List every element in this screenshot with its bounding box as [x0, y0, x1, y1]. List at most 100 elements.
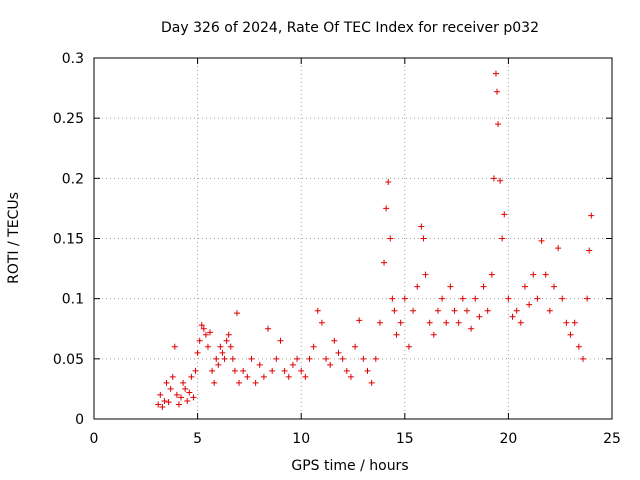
data-point	[227, 343, 234, 350]
data-point	[318, 319, 325, 326]
data-point	[260, 373, 267, 380]
data-point	[289, 361, 296, 368]
data-point	[463, 307, 470, 314]
data-point	[213, 355, 220, 362]
data-point	[277, 337, 284, 344]
data-point	[387, 235, 394, 242]
data-point	[571, 319, 578, 326]
data-point	[343, 367, 350, 374]
data-point	[155, 401, 162, 408]
chart-title: Day 326 of 2024, Rate Of TEC Index for r…	[161, 20, 539, 36]
data-point	[198, 322, 205, 329]
data-point	[517, 319, 524, 326]
data-point	[165, 399, 172, 406]
data-point	[159, 403, 166, 410]
data-point	[447, 283, 454, 290]
x-tick-label: 20	[499, 431, 517, 447]
data-point	[509, 313, 516, 320]
data-point	[588, 212, 595, 219]
data-point	[225, 331, 232, 338]
y-axis-label: ROTI / TECUs	[6, 192, 22, 284]
data-point	[501, 211, 508, 218]
y-tick-label: 0.2	[62, 171, 84, 187]
data-point	[575, 343, 582, 350]
data-point	[173, 391, 180, 398]
data-point	[494, 88, 501, 95]
data-point	[472, 295, 479, 302]
data-point	[513, 307, 520, 314]
data-point	[492, 70, 499, 77]
data-point	[273, 355, 280, 362]
data-point	[236, 379, 243, 386]
data-point	[410, 307, 417, 314]
data-point	[434, 307, 441, 314]
data-point	[439, 295, 446, 302]
data-point	[389, 295, 396, 302]
data-point	[401, 295, 408, 302]
data-point	[538, 237, 545, 244]
data-point	[567, 331, 574, 338]
data-point	[209, 367, 216, 374]
data-point	[497, 177, 504, 184]
data-point	[385, 178, 392, 185]
data-point	[383, 205, 390, 212]
data-point	[167, 385, 174, 392]
data-point	[233, 310, 240, 317]
data-point	[480, 283, 487, 290]
data-point	[265, 325, 272, 332]
data-point	[459, 295, 466, 302]
data-point	[499, 235, 506, 242]
data-point	[244, 373, 251, 380]
data-point	[356, 317, 363, 324]
data-point	[298, 367, 305, 374]
x-axis-ticks: 0 5 10 15 20 25	[90, 58, 621, 447]
data-point	[579, 355, 586, 362]
data-point	[391, 307, 398, 314]
data-point	[229, 355, 236, 362]
data-point	[418, 223, 425, 230]
data-point	[200, 325, 207, 332]
data-point	[521, 283, 528, 290]
data-point	[269, 367, 276, 374]
data-point	[157, 391, 164, 398]
data-point	[488, 271, 495, 278]
data-point	[563, 319, 570, 326]
data-point	[180, 379, 187, 386]
data-point	[256, 361, 263, 368]
data-point	[505, 295, 512, 302]
data-point	[252, 379, 259, 386]
data-point	[426, 319, 433, 326]
data-point	[430, 331, 437, 338]
data-point	[323, 355, 330, 362]
data-point	[310, 343, 317, 350]
data-point	[339, 355, 346, 362]
data-point	[202, 331, 209, 338]
data-point	[376, 319, 383, 326]
data-point	[584, 295, 591, 302]
data-point	[451, 307, 458, 314]
data-point	[476, 313, 483, 320]
data-point	[420, 235, 427, 242]
data-point	[211, 379, 218, 386]
data-point	[530, 271, 537, 278]
data-point	[204, 343, 211, 350]
data-point	[534, 295, 541, 302]
data-point	[468, 325, 475, 332]
data-point	[526, 301, 533, 308]
data-point	[586, 247, 593, 254]
data-point	[555, 245, 562, 252]
x-tick-label: 15	[396, 431, 414, 447]
data-point	[190, 394, 197, 401]
x-tick-label: 5	[193, 431, 202, 447]
data-point	[169, 373, 176, 380]
data-point	[314, 307, 321, 314]
y-tick-label: 0.3	[62, 51, 84, 67]
y-axis-ticks: 0 0.05 0.1 0.15 0.2 0.25 0.3	[53, 51, 612, 428]
data-point	[231, 367, 238, 374]
data-point	[364, 367, 371, 374]
data-point	[192, 367, 199, 374]
x-tick-label: 10	[292, 431, 310, 447]
data-point	[217, 343, 224, 350]
x-axis-label: GPS time / hours	[291, 458, 408, 474]
